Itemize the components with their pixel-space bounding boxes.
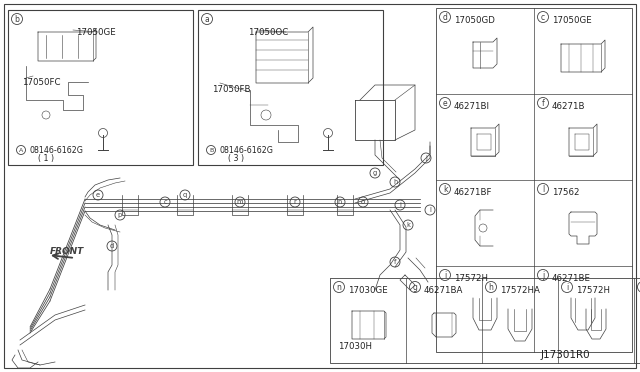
Text: j: j [542,270,544,279]
Bar [8,10,193,165]
Text: p: p [118,212,122,218]
Text: 17030H: 17030H [338,342,372,351]
Text: l: l [542,185,544,193]
Text: 17030GE: 17030GE [348,286,388,295]
Text: d: d [110,243,114,249]
Text: B: B [209,148,213,153]
Text: J17301R0: J17301R0 [540,350,590,360]
Text: 17050GE: 17050GE [552,16,592,25]
Text: r: r [294,199,296,205]
Text: e: e [443,99,447,108]
Text: k: k [406,222,410,228]
Text: 46271BE: 46271BE [552,274,591,283]
Text: m: m [237,199,243,205]
Text: c: c [541,13,545,22]
Text: n: n [338,199,342,205]
Text: l: l [429,207,431,213]
Text: 46271BF: 46271BF [454,188,493,197]
Bar [436,8,632,352]
Text: h: h [393,179,397,185]
Text: o: o [361,199,365,205]
Text: 08146-6162G: 08146-6162G [30,146,84,155]
Text: 17572H: 17572H [576,286,610,295]
Text: 17572HA: 17572HA [500,286,540,295]
Text: d: d [443,13,447,22]
Text: f: f [541,99,545,108]
Text: 17050FB: 17050FB [212,85,250,94]
Text: h: h [488,282,493,292]
Text: 46271BI: 46271BI [454,102,490,111]
Text: j: j [425,155,427,161]
Text: 17562: 17562 [552,188,579,197]
Text: a: a [205,15,209,23]
Text: 17050GE: 17050GE [76,28,116,37]
Text: FRONT: FRONT [50,247,84,256]
Text: ( 1 ): ( 1 ) [38,154,54,163]
Text: c: c [163,199,167,205]
Text: b: b [15,15,19,23]
Text: 46271B: 46271B [552,102,586,111]
Text: g: g [373,170,377,176]
Bar [330,278,640,363]
Text: 17050GD: 17050GD [454,16,495,25]
Text: q: q [183,192,187,198]
Text: 17572H: 17572H [454,274,488,283]
Text: f: f [394,259,396,265]
Text: 46271BA: 46271BA [424,286,463,295]
Text: e: e [96,192,100,198]
Text: 08146-6162G: 08146-6162G [220,146,274,155]
Text: 17050OC: 17050OC [248,28,288,37]
Text: A: A [19,148,23,153]
Text: i: i [444,270,446,279]
Text: k: k [443,185,447,193]
Bar [198,10,383,165]
Text: i: i [566,282,568,292]
Text: 17050FC: 17050FC [22,78,61,87]
Text: ( 3 ): ( 3 ) [228,154,244,163]
Text: g: g [413,282,417,292]
Text: i: i [399,202,401,208]
Text: n: n [337,282,341,292]
